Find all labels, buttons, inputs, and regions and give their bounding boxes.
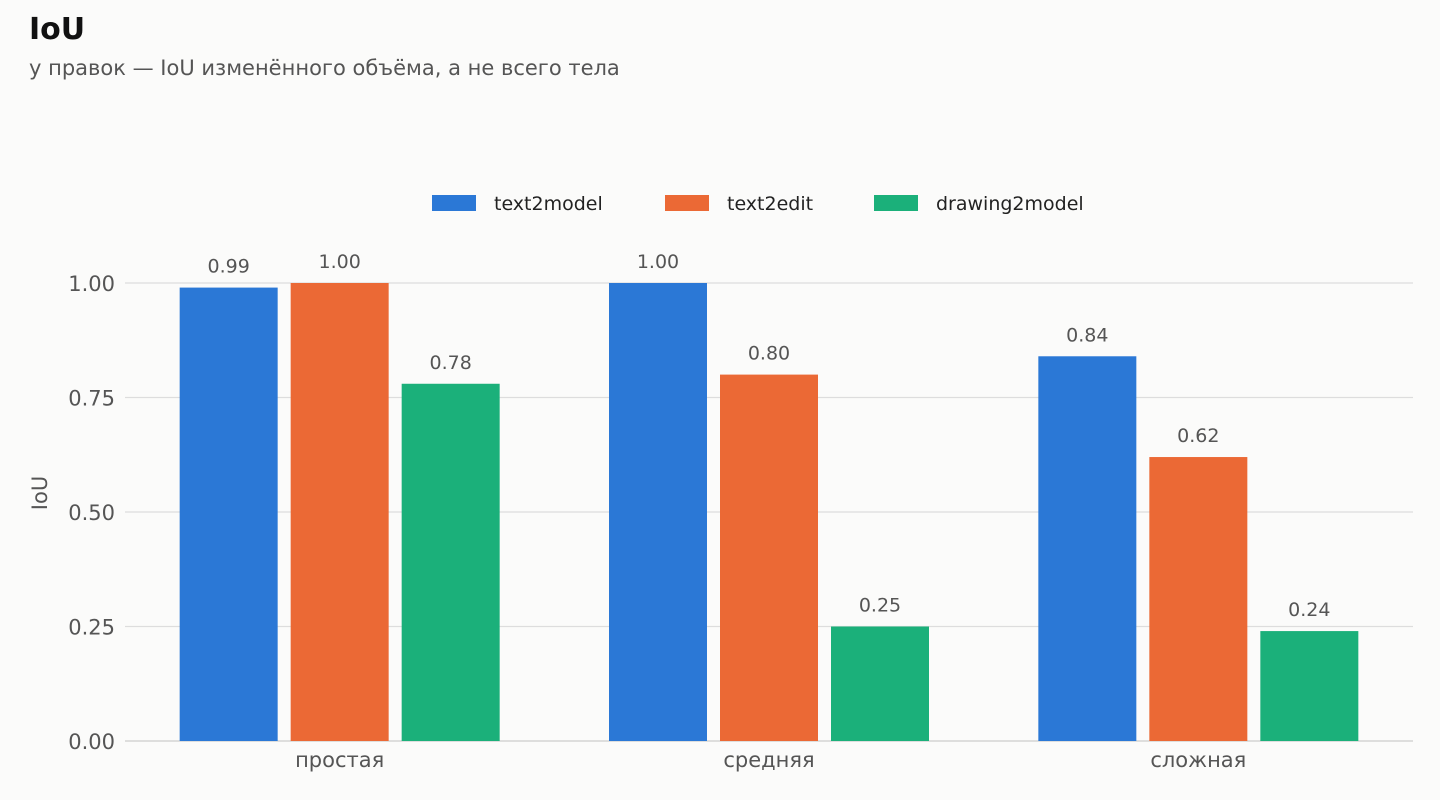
y-tick-label: 1.00 xyxy=(68,272,115,296)
chart-title: IoU xyxy=(29,12,86,47)
bar-text2model-1 xyxy=(609,283,707,741)
legend-label: drawing2model xyxy=(936,193,1084,215)
y-tick-label: 0.75 xyxy=(68,387,115,411)
bar-text2model-2 xyxy=(1038,356,1137,741)
value-labels: 0.99 1.00 0.78 1.00 0.80 0.25 0.84 0.62 0.24 xyxy=(208,251,1331,621)
y-tick-label: 0.00 xyxy=(68,730,115,754)
bar-drawing2model-1 xyxy=(831,626,929,741)
y-tick-label: 0.25 xyxy=(68,616,115,640)
x-category-label: средняя xyxy=(723,748,814,772)
bar-text2model-0 xyxy=(179,287,278,741)
bar-text2edit-2 xyxy=(1149,457,1248,741)
x-category-label: простая xyxy=(295,748,384,772)
value-label: 0.24 xyxy=(1288,599,1330,621)
legend-swatch xyxy=(874,195,918,211)
bar-text2edit-1 xyxy=(720,374,818,741)
legend-label: text2model xyxy=(494,193,603,215)
value-label: 0.62 xyxy=(1177,425,1219,447)
value-label: 1.00 xyxy=(637,251,679,273)
value-label: 0.25 xyxy=(859,595,901,617)
y-axis-ticks: 0.00 0.25 0.50 0.75 1.00 xyxy=(68,272,115,754)
bar-drawing2model-2 xyxy=(1260,631,1359,741)
chart-subtitle: у правок — IoU изменённого объёма, а не … xyxy=(29,56,620,80)
bar-drawing2model-0 xyxy=(401,383,500,741)
value-label: 0.99 xyxy=(208,256,250,278)
bars xyxy=(179,283,1359,741)
value-label: 0.84 xyxy=(1066,324,1108,346)
x-category-label: сложная xyxy=(1150,748,1246,772)
x-axis-categories: простая средняя сложная xyxy=(295,748,1246,772)
value-label: 0.78 xyxy=(430,352,472,374)
legend-swatch xyxy=(432,195,476,211)
legend: text2model text2edit drawing2model xyxy=(432,193,1084,215)
value-label: 0.80 xyxy=(748,343,790,365)
bar-text2edit-0 xyxy=(290,283,389,741)
legend-label: text2edit xyxy=(727,193,813,215)
y-tick-label: 0.50 xyxy=(68,501,115,525)
value-label: 1.00 xyxy=(319,251,361,273)
legend-swatch xyxy=(665,195,709,211)
y-axis-label: IoU xyxy=(28,476,52,510)
